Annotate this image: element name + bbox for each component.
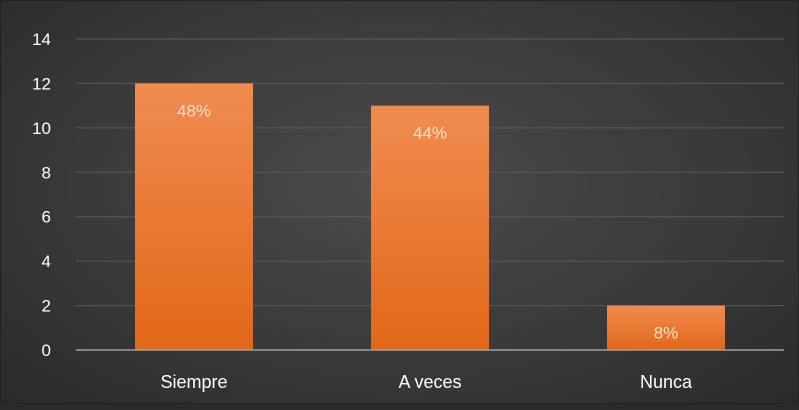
labels: 0 2 4 6 8 10 12 14 48% Siempre 44% A veces 8% Nunca: [32, 30, 693, 392]
bar-a-veces: [371, 105, 489, 351]
data-label-nunca: 8%: [654, 324, 679, 343]
y-tick-label-0: 0: [42, 341, 51, 360]
x-tick-label-a-veces: A veces: [398, 372, 461, 392]
bar-nunca: [607, 305, 725, 350]
data-label-a-veces: 44%: [413, 124, 447, 143]
y-tick-label-12: 12: [32, 74, 51, 93]
data-label-siempre: 48%: [177, 101, 211, 120]
y-tick-label-10: 10: [32, 119, 51, 138]
y-tick-label-6: 6: [42, 208, 51, 227]
y-tick-label-8: 8: [42, 163, 51, 182]
x-tick-label-siempre: Siempre: [160, 372, 227, 392]
x-tick-label-nunca: Nunca: [640, 372, 693, 392]
bar-siempre: [135, 83, 253, 350]
bars: [135, 83, 725, 351]
y-tick-label-2: 2: [42, 297, 51, 316]
y-tick-label-14: 14: [32, 30, 51, 49]
y-tick-label-4: 4: [42, 252, 51, 271]
